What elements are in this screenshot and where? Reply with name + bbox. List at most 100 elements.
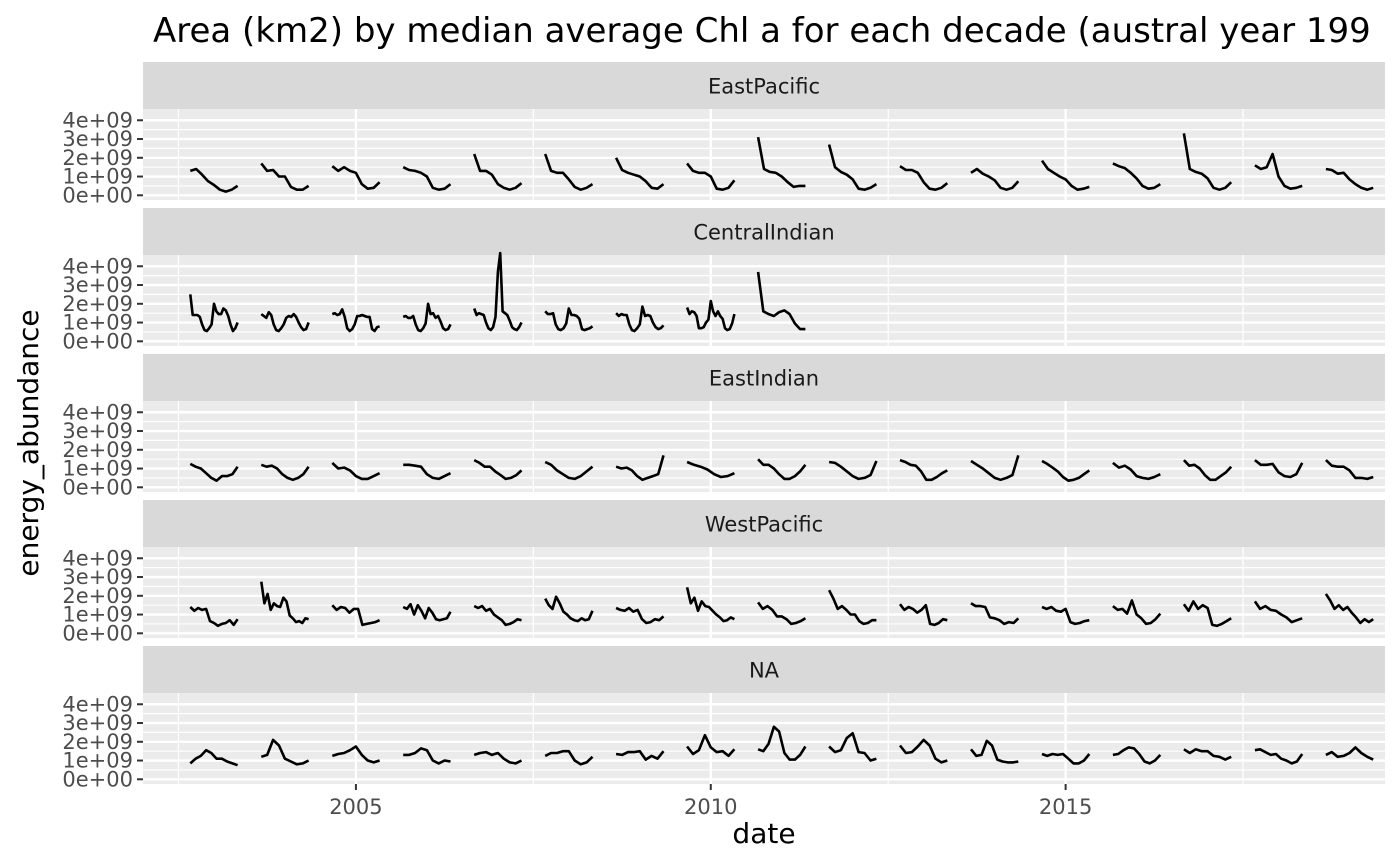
y-tick-label: 0e+00 <box>62 475 133 499</box>
y-tick-label: 4e+09 <box>62 692 133 716</box>
series-line-segment <box>260 463 310 482</box>
series-line-segment <box>970 167 1020 191</box>
chart-title: Area (km2) by median average Chl a for e… <box>153 11 1371 51</box>
series-line-segment <box>260 162 310 191</box>
series-line-segment <box>1325 167 1374 191</box>
series-line-segment <box>614 157 665 190</box>
y-tick-label: 1e+09 <box>62 749 133 773</box>
series-line-segment <box>970 455 1020 482</box>
facet-strip <box>143 500 1385 547</box>
series-line-segment <box>403 463 452 481</box>
y-tick-label: 0e+00 <box>62 621 133 645</box>
x-axis: 2005 2010 2015 <box>329 784 1092 819</box>
panel-background <box>143 109 1385 200</box>
facet-strip-label: EastIndian <box>709 367 819 391</box>
series-line-segment <box>472 251 523 332</box>
facet-strip-label: EastPacific <box>708 75 820 99</box>
series-line-segment <box>189 294 239 333</box>
series-line-segment <box>331 461 381 481</box>
series-line-segment <box>828 460 878 481</box>
y-tick-label: 1e+09 <box>62 457 133 481</box>
y-tick-label: 3e+09 <box>62 273 133 297</box>
series-line-segment <box>899 458 948 482</box>
series-line-segment <box>1254 459 1304 479</box>
y-tick-label: 1e+09 <box>62 311 133 335</box>
series-line-segment <box>1112 162 1161 190</box>
series-line-segment <box>260 581 309 625</box>
y-tick-label: 3e+09 <box>62 565 133 589</box>
series-line-segment <box>686 460 735 479</box>
series-line-segment <box>1112 746 1162 765</box>
series-line-segment <box>757 601 807 626</box>
series-line-segment <box>402 602 452 622</box>
series-line-segment <box>1041 752 1091 765</box>
series-line-segment <box>189 748 239 767</box>
series-line-segment <box>898 603 948 627</box>
facet-strip <box>143 208 1385 255</box>
y-tick-label: 3e+09 <box>62 419 133 443</box>
x-axis-title: date <box>732 817 795 850</box>
series-line-segment <box>827 589 877 626</box>
series-line-segment <box>899 165 949 191</box>
y-tick-label: 0e+00 <box>62 183 133 207</box>
series-line-segment <box>402 302 452 333</box>
series-line-segment <box>1182 600 1232 628</box>
series-line-segment <box>544 460 594 481</box>
y-tick-label: 2e+09 <box>62 584 133 608</box>
series-line-segment <box>331 165 381 190</box>
series-line-segment <box>472 153 523 191</box>
series-line-segment <box>615 606 665 625</box>
series-line-segment <box>1112 599 1162 626</box>
y-tick-label: 2e+09 <box>62 292 133 316</box>
y-tick-label: 1e+09 <box>62 165 133 189</box>
y-tick-label: 1e+09 <box>62 603 133 627</box>
series-line-segment <box>1325 459 1374 481</box>
series-line-segment <box>544 749 594 766</box>
series-line-segment <box>686 162 736 191</box>
series-line-segment <box>756 271 806 331</box>
series-line-segment <box>615 305 665 333</box>
y-tick-label: 4e+09 <box>62 254 133 278</box>
series-line-segment <box>1041 605 1090 626</box>
x-tick-label: 2010 <box>684 795 737 819</box>
facet-strip <box>143 354 1385 401</box>
series-line-segment <box>543 153 594 191</box>
series-line-segment <box>1254 152 1303 190</box>
series-line-segment <box>1254 747 1304 765</box>
y-tick-label: 2e+09 <box>62 730 133 754</box>
y-tick-label: 3e+09 <box>62 711 133 735</box>
series-line-segment <box>1041 459 1091 483</box>
series-line-segment <box>544 595 594 623</box>
facet-strip <box>143 646 1385 693</box>
series-line-segment <box>189 462 239 483</box>
series-line-segment <box>1112 461 1161 481</box>
series-line-segment <box>1325 746 1374 761</box>
series-line-segment <box>685 299 736 332</box>
y-tick-label: 0e+00 <box>62 329 133 353</box>
series-line-segment <box>260 310 310 333</box>
series-line-segment <box>1183 747 1232 761</box>
series-line-segment <box>473 604 522 627</box>
y-tick-label: 3e+09 <box>62 127 133 151</box>
series-line-segment <box>473 458 523 481</box>
series-line-segment <box>1324 593 1374 625</box>
panel-background <box>143 547 1385 638</box>
series-line-segment <box>756 136 806 189</box>
facet-strip-label: NA <box>749 659 780 683</box>
facet-panels: EastPacific0e+001e+092e+093e+094e+09Cent… <box>62 62 1385 791</box>
series-line-segment <box>757 458 807 481</box>
panel-background <box>143 401 1385 492</box>
series-line-segment <box>969 739 1019 764</box>
series-line-segment <box>189 606 239 628</box>
y-tick-label: 4e+09 <box>62 400 133 424</box>
series-line-segment <box>615 455 665 482</box>
series-line-segment <box>331 308 381 333</box>
series-line-segment <box>331 604 381 627</box>
series-line-segment <box>970 602 1020 626</box>
series-line-segment <box>898 738 948 764</box>
